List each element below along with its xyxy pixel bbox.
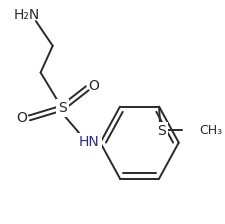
- Text: CH₃: CH₃: [198, 124, 221, 137]
- Text: O: O: [88, 79, 99, 93]
- Text: O: O: [16, 111, 27, 125]
- Text: S: S: [157, 124, 166, 138]
- Text: H₂N: H₂N: [14, 8, 40, 22]
- Text: HN: HN: [78, 135, 99, 149]
- Text: S: S: [57, 101, 66, 115]
